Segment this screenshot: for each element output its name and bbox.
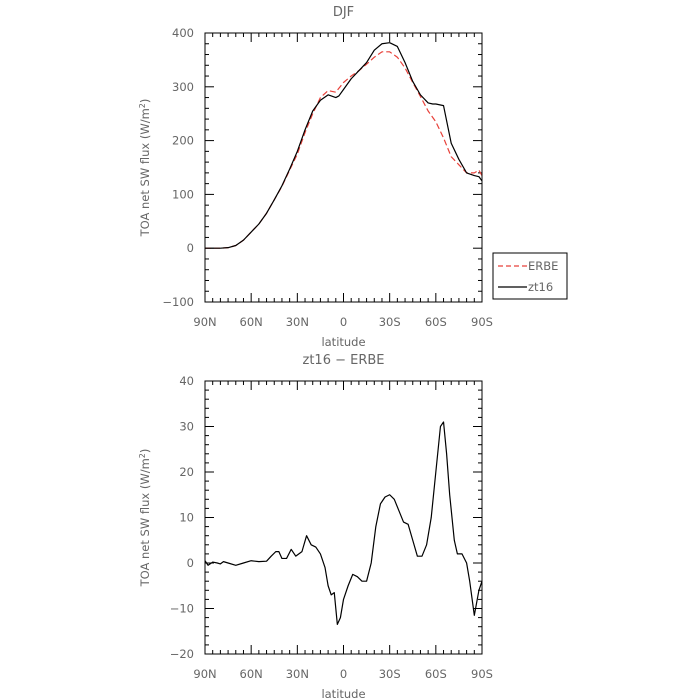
x-tick-labels: 90N 60N 30N 0 30S 60S 90S [193,667,493,681]
x-tick-label-60n: 60N [240,315,263,329]
x-axis-label: latitude [321,335,365,349]
y-axis-label: TOA net SW flux (W/m2) [138,449,152,588]
x-tick-label-30n: 30N [286,315,309,329]
y-tick-label-10: 10 [179,511,194,525]
x-tick-label-60s: 60S [425,667,447,681]
y-tick-label-400: 400 [172,26,194,40]
y-tick-label-300: 300 [172,80,194,94]
x-tick-label-60s: 60S [425,315,447,329]
plot-frame [204,380,483,655]
x-tick-label-0: 0 [340,667,347,681]
series-line-difference [204,421,483,626]
x-tick-labels: 90N 60N 30N 0 30S 60S 90S [193,315,493,329]
y-tick-label-100: −100 [162,295,194,309]
x-tick-label-30s: 30S [379,315,401,329]
y-tick-label-10: −10 [170,602,194,616]
axis-ticks [204,380,483,655]
legend-label-zt16: zt16 [528,280,553,294]
x-tick-label-30s: 30S [379,667,401,681]
y-tick-label-0: 0 [187,241,194,255]
y-tick-label-20: 20 [179,465,194,479]
series-group [205,42,483,249]
axis-ticks [204,32,483,303]
legend-label-erbe: ERBE [528,259,558,273]
series-group [204,421,483,626]
y-tick-label-30: 30 [179,420,194,434]
x-tick-label-90s: 90S [471,667,493,681]
chart-difference: zt16 − ERBE latitude TOA net SW flux (W/… [138,353,493,700]
plot-frame [204,32,483,303]
y-tick-label-40: 40 [179,374,194,388]
chart-djf: DJF latitude TOA net SW flux (W/m2) 90N 6… [138,5,493,349]
x-axis-label: latitude [321,687,365,700]
x-tick-label-90n: 90N [193,667,216,681]
y-tick-label-20: −20 [170,647,194,661]
x-tick-label-90n: 90N [193,315,216,329]
x-tick-label-30n: 30N [286,667,309,681]
y-tick-label-100: 100 [172,187,194,201]
y-tick-labels: −100 0 100 200 300 400 [162,26,194,309]
chart-title: DJF [333,5,354,20]
y-axis-label: TOA net SW flux (W/m2) [138,99,152,238]
x-tick-label-0: 0 [340,315,347,329]
legend-box [492,252,568,300]
y-tick-labels: −20 −10 0 10 20 30 40 [170,374,194,661]
series-line-zt16 [205,42,483,249]
chart-title: zt16 − ERBE [303,353,385,368]
y-tick-label-0: 0 [187,556,194,570]
legend: ERBE zt16 [492,252,568,300]
x-tick-label-90s: 90S [471,315,493,329]
y-tick-label-200: 200 [172,134,194,148]
series-line-erbe [205,51,483,249]
x-tick-label-60n: 60N [240,667,263,681]
